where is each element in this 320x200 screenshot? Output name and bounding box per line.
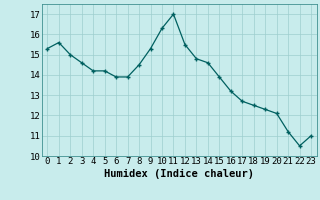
X-axis label: Humidex (Indice chaleur): Humidex (Indice chaleur) <box>104 169 254 179</box>
